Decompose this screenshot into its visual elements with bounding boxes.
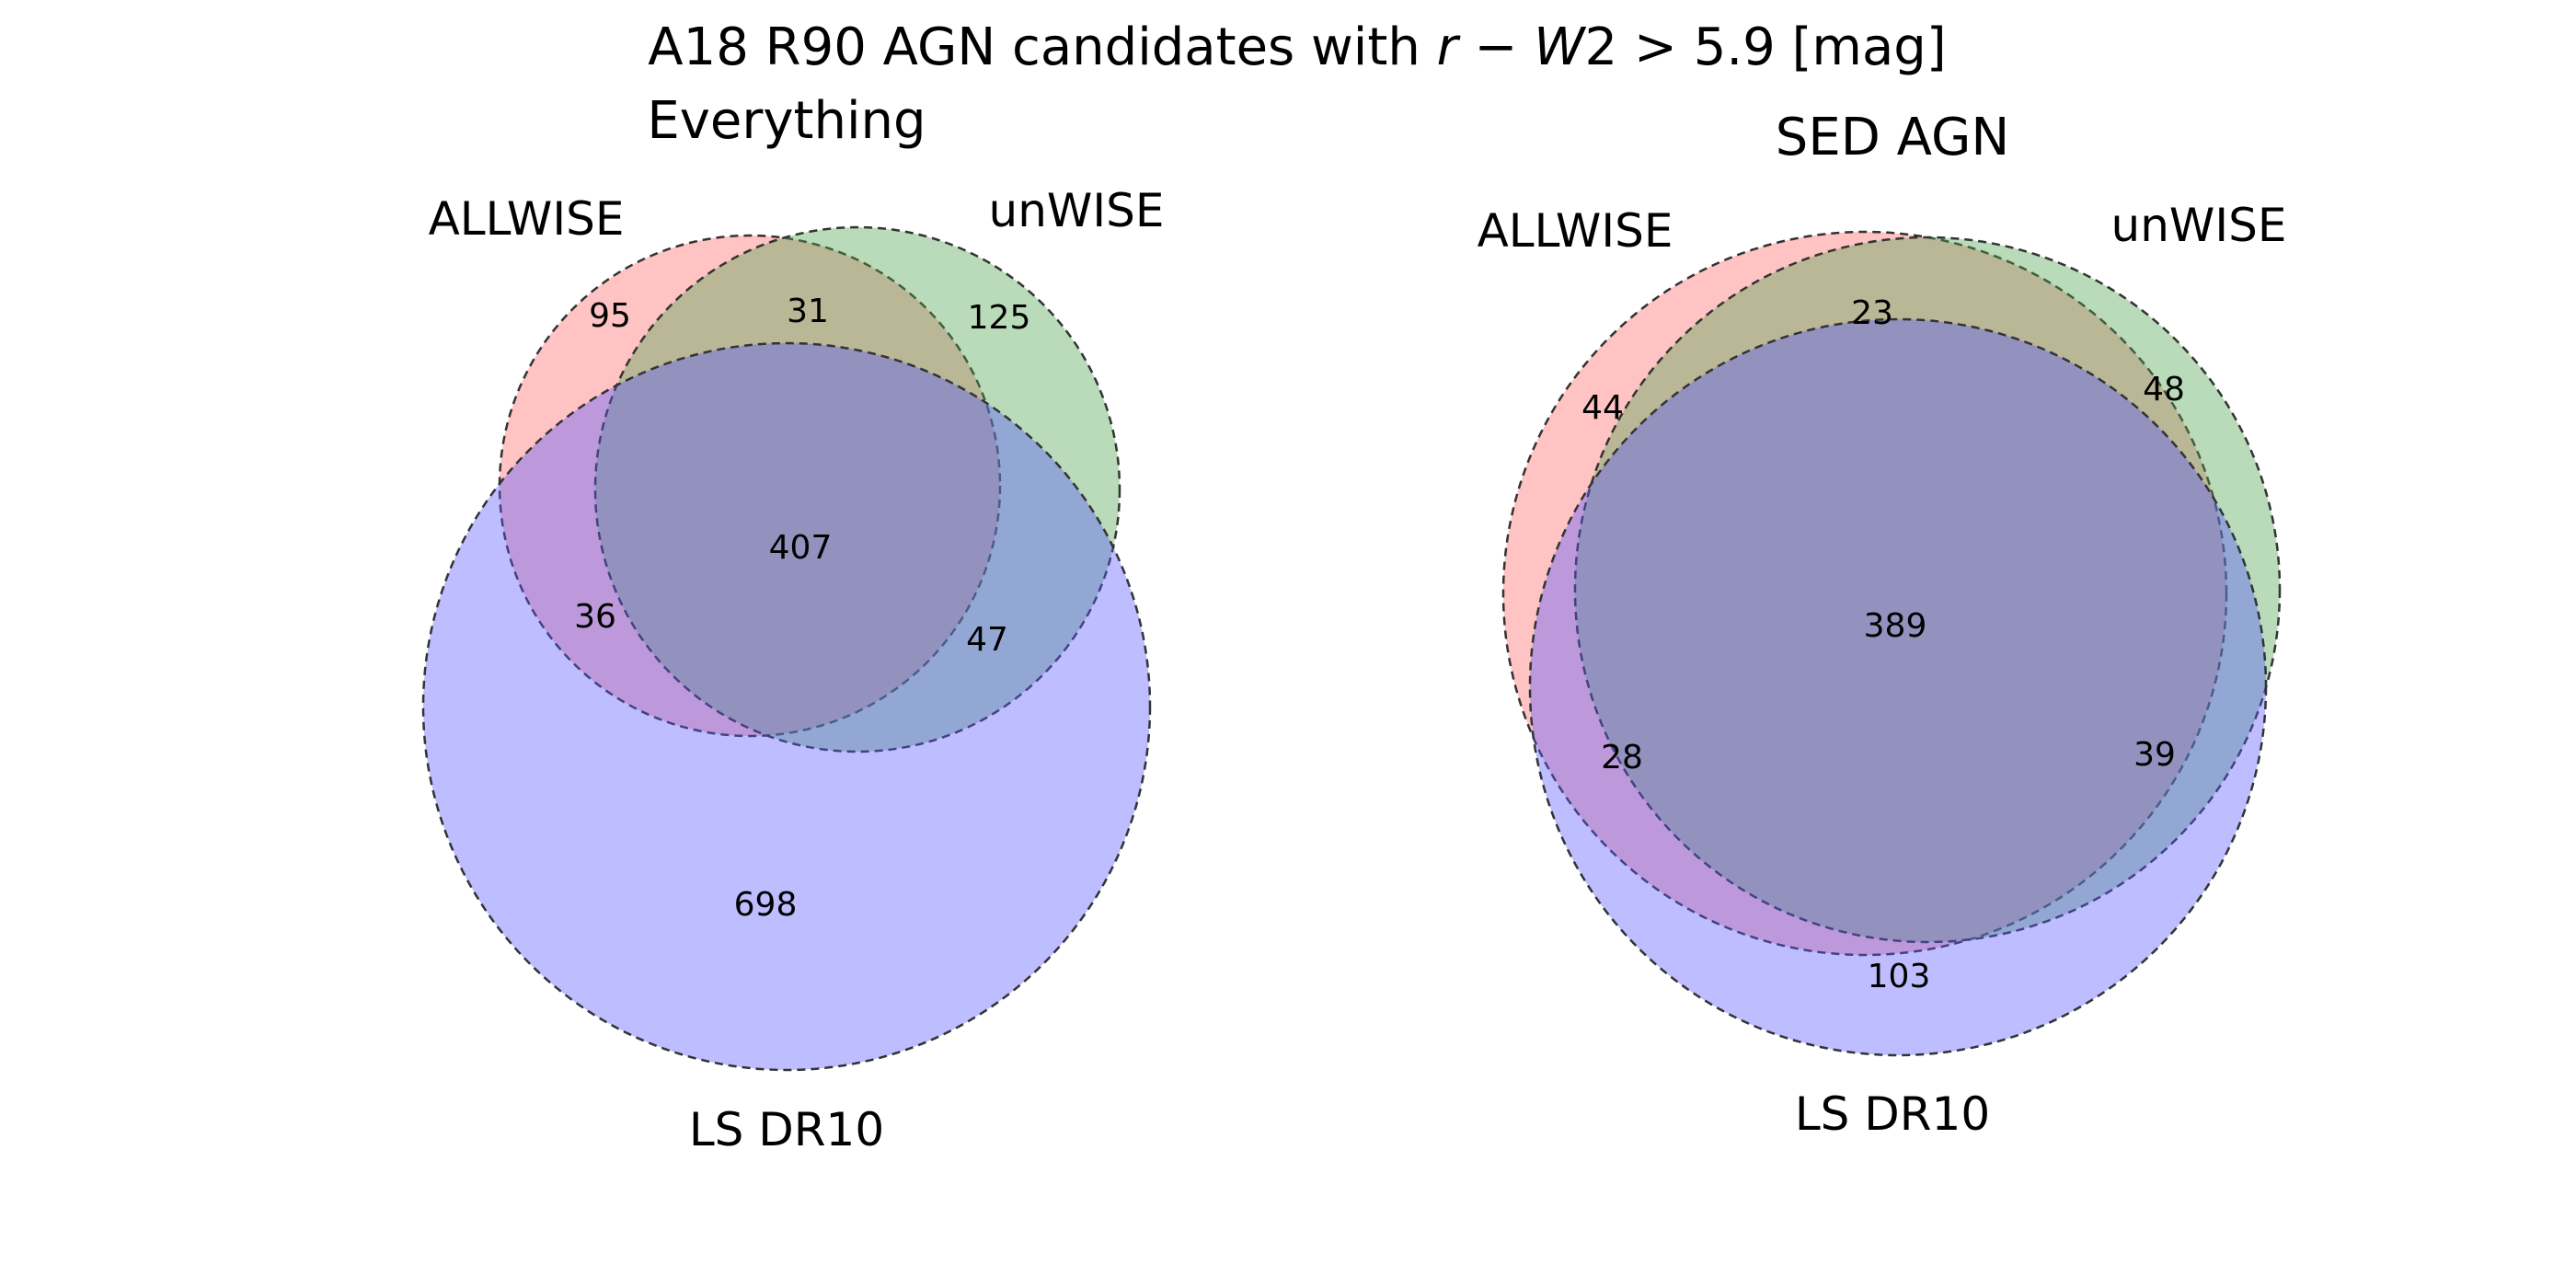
circle-allwise bbox=[1501, 230, 2228, 957]
region-count-all-three: 389 bbox=[1864, 607, 1927, 645]
region-count-lsdr10-only: 103 bbox=[1868, 958, 1931, 995]
region-count-unwise-only: 125 bbox=[968, 299, 1031, 337]
circle-ls-dr10 bbox=[1528, 317, 2268, 1057]
region-count-unwise-lsdr10: 47 bbox=[966, 621, 1008, 659]
region-count-unwise-lsdr10: 39 bbox=[2133, 736, 2176, 774]
set-label-unwise: unWISE bbox=[989, 184, 1165, 237]
set-label-ls-dr10: LS DR10 bbox=[689, 1103, 884, 1156]
region-count-all-three: 407 bbox=[769, 529, 833, 567]
circle-unwise bbox=[593, 225, 1121, 753]
figure-title: A18 R90 AGN candidates with r − W2 > 5.9… bbox=[648, 17, 1946, 77]
region-count-allwise-only: 95 bbox=[589, 297, 631, 335]
set-label-ls-dr10: LS DR10 bbox=[1795, 1087, 1990, 1141]
venn-panel-sed-agn: SED AGN ALLWISE unWISE LS DR10 23 44 48 … bbox=[1478, 108, 2287, 1141]
panel-title: SED AGN bbox=[1776, 108, 2009, 167]
region-count-allwise-unwise: 23 bbox=[1851, 294, 1893, 332]
region-count-allwise-lsdr10: 36 bbox=[574, 598, 616, 636]
set-label-unwise: unWISE bbox=[2111, 199, 2287, 252]
region-count-allwise-unwise: 31 bbox=[787, 293, 829, 330]
circle-ls-dr10 bbox=[421, 341, 1152, 1072]
region-count-lsdr10-only: 698 bbox=[734, 886, 798, 924]
set-label-allwise: ALLWISE bbox=[429, 192, 625, 246]
region-count-allwise-only: 44 bbox=[1581, 389, 1624, 427]
set-label-allwise: ALLWISE bbox=[1478, 204, 1673, 258]
circle-unwise bbox=[1573, 236, 2282, 944]
region-count-unwise-only: 48 bbox=[2143, 371, 2185, 408]
region-count-allwise-lsdr10: 28 bbox=[1601, 739, 1643, 776]
panel-title: Everything bbox=[647, 91, 926, 151]
venn-panel-everything: Everything ALLWISE unWISE LS DR10 95 31 … bbox=[421, 91, 1165, 1156]
